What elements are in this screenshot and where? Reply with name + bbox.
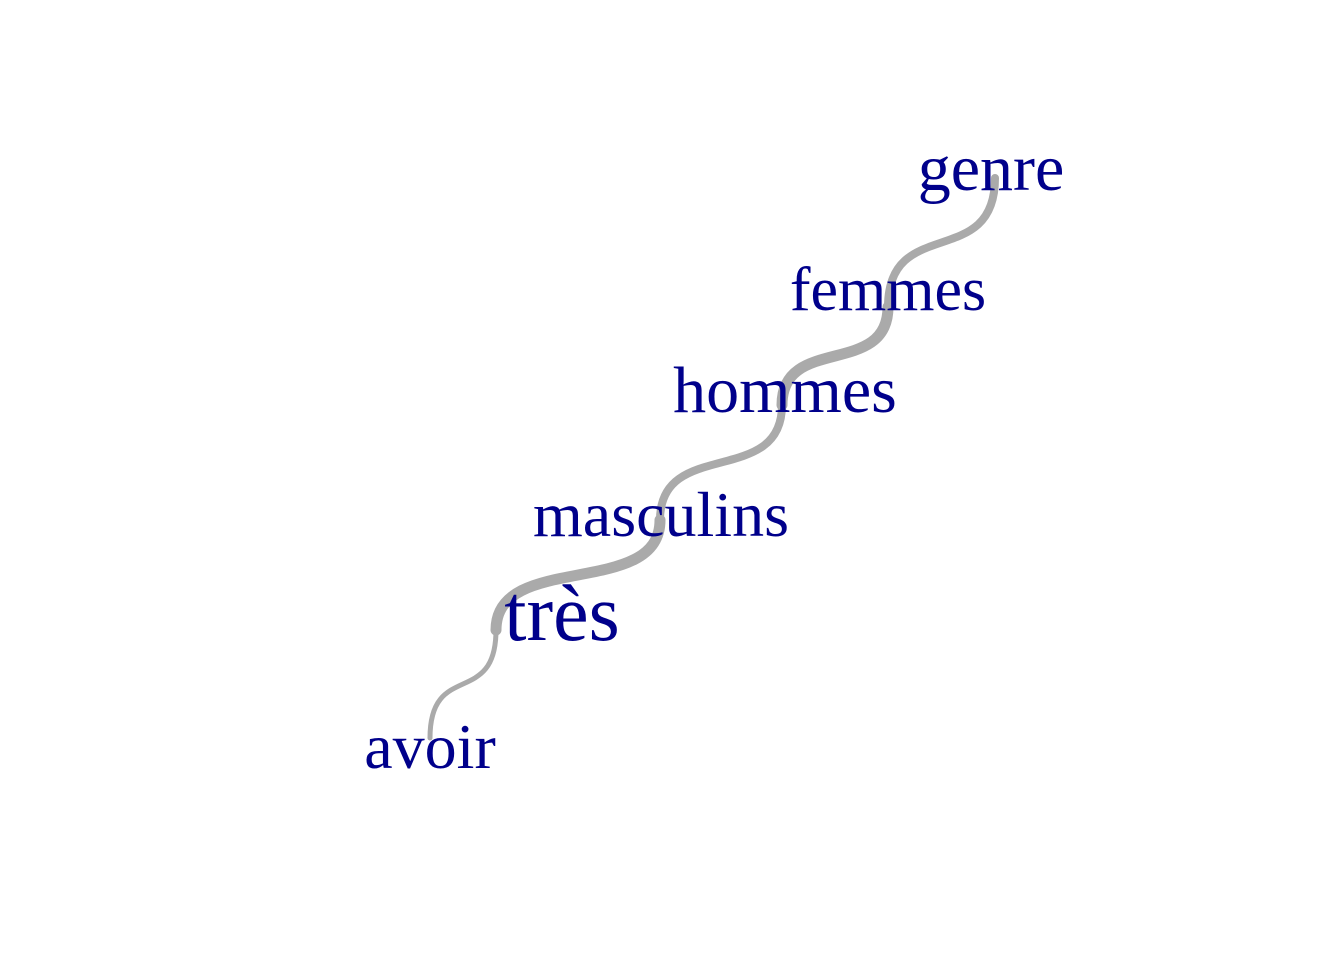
edge-hommes-femmes [776, 301, 894, 411]
node-tres: très [504, 570, 620, 658]
node-hommes: hommes [673, 354, 897, 427]
node-genre: genre [918, 132, 1065, 205]
edge-femmes-genre [884, 174, 999, 311]
edge-avoir-tres [427, 627, 499, 741]
edge-layer [427, 174, 999, 741]
node-masculins: masculins [533, 479, 789, 550]
edge-tres-masculins [490, 514, 666, 636]
node-femmes: femmes [790, 256, 986, 324]
edge-masculins-hommes [656, 401, 786, 524]
node-avoir: avoir [364, 711, 496, 782]
